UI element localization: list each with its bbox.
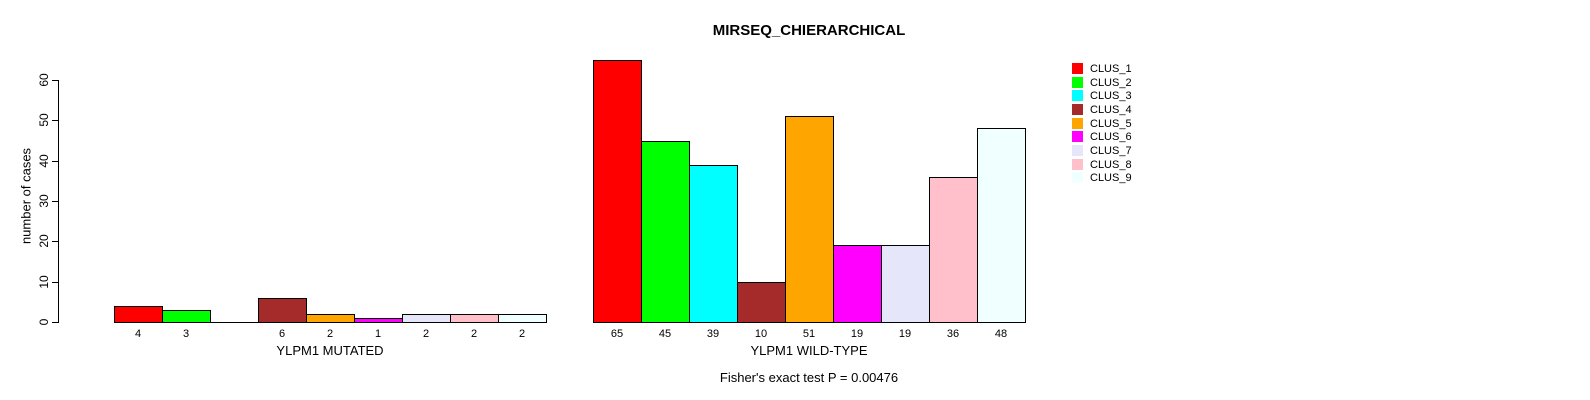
bar [306,314,355,323]
legend-label: CLUS_6 [1090,130,1132,143]
bar-label: 19 [898,328,912,340]
bar-label: 4 [134,328,142,340]
legend-swatch-icon [1072,159,1083,170]
y-tick-label: 0 [37,318,51,326]
bar [785,116,834,323]
chart-title: MIRSEQ_CHIERARCHICAL [712,22,906,39]
y-tick [52,80,58,81]
bar [833,245,882,323]
legend-label: CLUS_2 [1090,76,1132,89]
bar [114,306,163,323]
legend-item: CLUS_2 [1072,76,1132,89]
bar [689,165,738,323]
legend-label: CLUS_5 [1090,117,1132,130]
bar-label: 2 [326,328,334,340]
y-tick-label: 20 [37,234,51,248]
bar [402,314,451,323]
bar-label: 2 [470,328,478,340]
legend-item: CLUS_7 [1072,144,1132,157]
y-tick-label: 40 [37,154,51,168]
bar-label: 65 [610,328,624,340]
legend-item: CLUS_4 [1072,103,1132,116]
bar [354,318,403,323]
y-tick [52,322,58,323]
bar-label: 51 [802,328,816,340]
bar-label: 1 [374,328,382,340]
bar [258,298,307,323]
legend-item: CLUS_8 [1072,158,1132,171]
bar [450,314,499,323]
x-group-label: YLPM1 WILD-TYPE [750,343,868,358]
bar-label: 10 [754,328,768,340]
legend-swatch-icon [1072,104,1083,115]
legend-item: CLUS_9 [1072,171,1132,184]
y-tick-label: 10 [37,275,51,289]
y-tick [52,161,58,162]
bar [593,60,642,323]
bar [641,141,690,323]
y-tick [52,282,58,283]
y-axis-title: number of cases [18,147,34,245]
legend-swatch-icon [1072,63,1083,74]
bar [929,177,978,323]
y-tick-label: 30 [37,194,51,208]
x-group-label: YLPM1 MUTATED [276,343,384,358]
legend-label: CLUS_8 [1090,158,1132,171]
y-tick-label: 60 [37,73,51,87]
legend-label: CLUS_7 [1090,144,1132,157]
y-tick [52,201,58,202]
legend-swatch-icon [1072,77,1083,88]
bar [162,310,211,323]
legend-label: CLUS_4 [1090,103,1132,116]
legend-swatch-icon [1072,131,1083,142]
legend-swatch-icon [1072,172,1083,183]
legend-label: CLUS_9 [1090,171,1132,184]
y-tick [52,120,58,121]
bar [881,245,930,323]
legend-label: CLUS_3 [1090,89,1132,102]
bar-label: 19 [850,328,864,340]
fisher-test-annotation: Fisher's exact test P = 0.00476 [719,370,899,385]
bar-label: 48 [994,328,1008,340]
bar-label: 45 [658,328,672,340]
legend-item: CLUS_6 [1072,130,1132,143]
bar-label: 2 [422,328,430,340]
legend-item: CLUS_1 [1072,62,1132,75]
bar-label: 3 [182,328,190,340]
legend-label: CLUS_1 [1090,62,1132,75]
legend-swatch-icon [1072,118,1083,129]
legend-swatch-icon [1072,145,1083,156]
bar [977,128,1026,323]
bar-label: 6 [278,328,286,340]
legend-swatch-icon [1072,90,1083,101]
y-tick [52,241,58,242]
y-tick-label: 50 [37,113,51,127]
bar-label: 39 [706,328,720,340]
y-axis-line [58,80,59,323]
legend-item: CLUS_3 [1072,89,1132,102]
bar [737,282,786,323]
bar-label: 36 [946,328,960,340]
legend-item: CLUS_5 [1072,117,1132,130]
bar [498,314,547,323]
bar-label: 2 [518,328,526,340]
